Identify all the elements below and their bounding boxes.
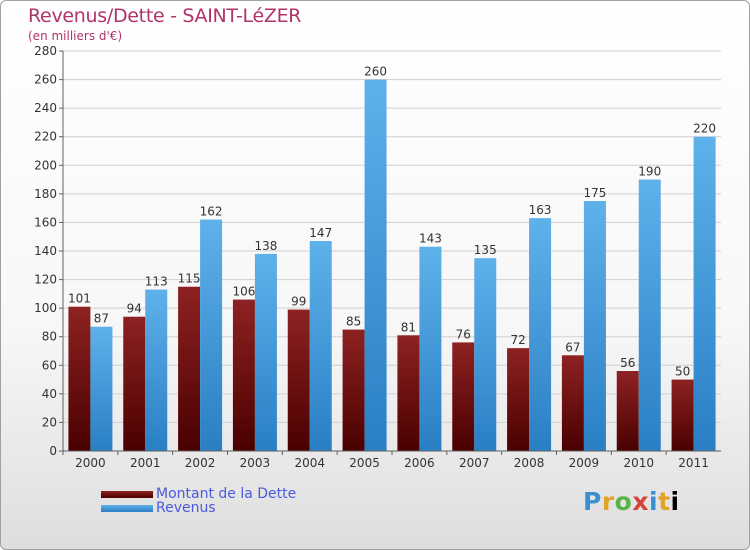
data-label-dette: 106 (232, 285, 255, 299)
legend-label-dette: Montant de la Dette (156, 486, 297, 502)
bar-revenus (419, 246, 442, 451)
bar-revenus (200, 219, 223, 451)
bar-dette (671, 379, 694, 451)
y-tick-label: 60 (42, 358, 57, 372)
x-tick-label: 2003 (240, 456, 271, 470)
data-label-dette: 101 (68, 292, 91, 306)
y-tick-label: 100 (34, 301, 57, 315)
y-tick-label: 40 (42, 387, 57, 401)
data-label-revenus: 260 (364, 65, 387, 79)
bar-revenus (474, 258, 497, 451)
data-label-revenus: 87 (94, 312, 109, 326)
data-label-revenus: 135 (474, 243, 497, 257)
x-tick-label: 2006 (404, 456, 435, 470)
bar-revenus (638, 179, 661, 452)
bar-revenus (693, 136, 716, 451)
bar-dette (178, 286, 201, 451)
y-tick-label: 0 (49, 444, 57, 458)
data-label-revenus: 143 (419, 232, 442, 246)
data-label-dette: 72 (510, 333, 525, 347)
x-tick-label: 2009 (569, 456, 600, 470)
data-label-revenus: 163 (529, 203, 552, 217)
y-tick-label: 280 (34, 44, 57, 58)
data-label-dette: 56 (620, 356, 635, 370)
y-tick-label: 220 (34, 130, 57, 144)
data-label-revenus: 175 (583, 186, 606, 200)
data-label-revenus: 190 (638, 165, 661, 179)
x-tick-label: 2008 (514, 456, 545, 470)
chart-subtitle: (en milliers d'€) (28, 29, 123, 43)
bar-revenus (583, 201, 606, 451)
data-label-revenus: 162 (200, 205, 223, 219)
data-label-dette: 94 (127, 302, 142, 316)
data-label-revenus: 138 (254, 239, 277, 253)
bar-dette (452, 342, 475, 451)
y-tick-label: 160 (34, 215, 57, 229)
data-label-dette: 115 (178, 272, 201, 286)
bar-dette (561, 355, 584, 451)
y-tick-label: 120 (34, 273, 57, 287)
legend-swatch-dette (101, 490, 153, 498)
legend-swatch-revenus (101, 504, 153, 512)
bar-revenus (529, 218, 552, 451)
x-tick-label: 2011 (678, 456, 709, 470)
bar-revenus (309, 241, 332, 451)
data-label-dette: 99 (291, 295, 306, 309)
data-label-revenus: 147 (309, 226, 332, 240)
bar-dette (616, 371, 639, 451)
y-tick-label: 20 (42, 415, 57, 429)
data-label-revenus: 220 (693, 122, 716, 136)
x-tick-label: 2000 (75, 456, 106, 470)
data-label-dette: 76 (456, 327, 471, 341)
y-tick-label: 200 (34, 158, 57, 172)
legend-item-revenus: Revenus (101, 500, 296, 516)
bar-revenus (145, 289, 168, 451)
x-tick-label: 2005 (349, 456, 380, 470)
data-label-revenus: 113 (145, 275, 168, 289)
bar-revenus (90, 326, 113, 451)
chart-title: Revenus/Dette - SAINT-LéZER (28, 5, 302, 27)
bar-dette (342, 329, 365, 451)
bar-dette (507, 348, 530, 451)
x-tick-label: 2007 (459, 456, 490, 470)
x-tick-label: 2010 (623, 456, 654, 470)
y-tick-label: 140 (34, 244, 57, 258)
bar-dette (123, 316, 146, 451)
bar-dette (287, 309, 310, 451)
bar-revenus (364, 79, 387, 452)
x-tick-label: 2004 (294, 456, 325, 470)
bar-dette (232, 299, 255, 451)
bar-dette (68, 306, 91, 451)
y-tick-label: 260 (34, 73, 57, 87)
x-tick-label: 2001 (130, 456, 161, 470)
proxiti-logo: Proxiti (583, 487, 680, 516)
legend-label-revenus: Revenus (156, 500, 216, 516)
bar-dette (397, 335, 420, 451)
data-label-dette: 81 (401, 320, 416, 334)
y-tick-label: 80 (42, 330, 57, 344)
bar-revenus (254, 253, 277, 451)
data-label-dette: 50 (675, 365, 690, 379)
data-label-dette: 85 (346, 315, 361, 329)
legend-item-dette: Montant de la Dette (101, 486, 297, 502)
x-tick-label: 2002 (185, 456, 216, 470)
y-tick-label: 240 (34, 101, 57, 115)
legend: Montant de la Dette Revenus (101, 486, 297, 516)
data-label-dette: 67 (565, 340, 580, 354)
y-tick-label: 180 (34, 187, 57, 201)
